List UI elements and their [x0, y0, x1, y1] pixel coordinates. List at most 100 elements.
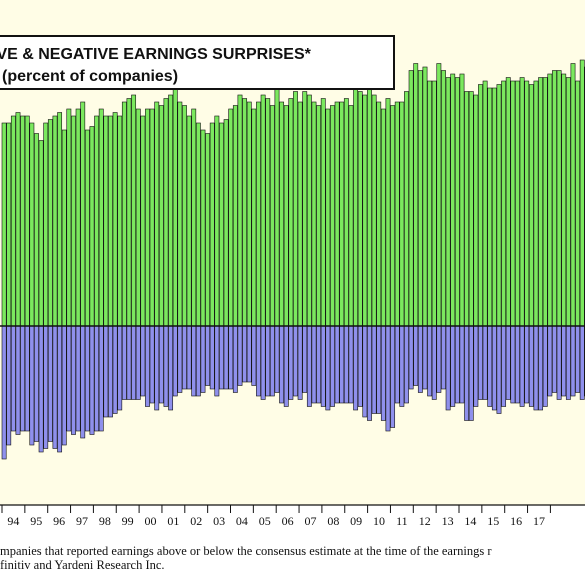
positive-bar — [140, 115, 146, 327]
x-tick-label: 11 — [396, 514, 408, 528]
positive-bar — [427, 80, 433, 327]
positive-bar — [316, 105, 322, 327]
negative-bar — [524, 325, 530, 404]
positive-bar — [302, 91, 308, 327]
positive-bar — [75, 108, 81, 327]
negative-bar — [80, 325, 86, 439]
negative-bar — [177, 325, 183, 393]
negative-bar — [283, 325, 289, 407]
positive-bar — [232, 105, 238, 327]
positive-bar — [408, 70, 414, 327]
negative-bar — [473, 325, 479, 407]
positive-bar — [575, 80, 581, 327]
positive-bar — [186, 115, 192, 327]
negative-bar — [158, 325, 164, 404]
negative-bar — [380, 325, 386, 421]
negative-bar — [47, 325, 53, 442]
negative-bar — [66, 325, 72, 432]
positive-bar — [445, 77, 451, 327]
negative-bar — [108, 325, 113, 418]
negative-bar — [450, 325, 456, 407]
x-tick-label: 15 — [487, 514, 499, 528]
negative-bar — [260, 325, 266, 400]
positive-bar — [524, 80, 530, 327]
x-tick-label: 07 — [304, 514, 316, 528]
positive-bar — [556, 70, 562, 327]
negative-bar — [417, 325, 423, 393]
negative-bar — [302, 325, 308, 393]
x-tick-label: 00 — [145, 514, 157, 528]
negative-bar — [376, 325, 382, 414]
negative-bar — [145, 325, 150, 407]
negative-bar — [367, 325, 372, 421]
positive-bar — [43, 122, 49, 327]
chart-footnote: mpanies that reported earnings above or … — [0, 544, 492, 558]
positive-bar — [320, 98, 326, 327]
negative-bar — [306, 325, 312, 407]
positive-bar — [348, 105, 354, 327]
positive-bar — [515, 80, 520, 327]
x-tick-label: 95 — [30, 514, 42, 528]
negative-bar — [357, 325, 363, 407]
chart-subtitle: (percent of companies) — [2, 68, 179, 85]
positive-bar — [260, 94, 266, 327]
negative-bar — [454, 325, 460, 404]
positive-bar — [182, 105, 187, 327]
negative-bar — [404, 325, 409, 404]
positive-bar — [52, 115, 58, 327]
negative-bar — [491, 325, 497, 411]
positive-bar — [29, 122, 35, 327]
negative-bar — [209, 325, 215, 390]
positive-bar — [149, 108, 155, 327]
positive-bar — [214, 115, 220, 327]
positive-bar — [394, 101, 400, 327]
positive-bar — [362, 94, 368, 327]
negative-bar — [10, 325, 16, 432]
positive-bar — [487, 87, 493, 327]
positive-bar — [478, 84, 483, 327]
positive-bar — [431, 80, 437, 327]
positive-bar — [47, 119, 53, 327]
positive-bar — [468, 91, 474, 327]
negative-bar — [325, 325, 331, 411]
positive-bar — [306, 94, 312, 327]
x-axis-ticks — [1, 505, 551, 513]
positive-bar — [450, 73, 456, 327]
x-axis-labels: 94 95 96 97 98 99 00 01 02 03 04 05 06 07 08 09 10 11 12 13… — [7, 514, 545, 528]
negative-bar — [274, 325, 280, 393]
negative-bar — [75, 325, 81, 432]
negative-bar — [297, 325, 303, 400]
negative-bar — [112, 325, 118, 414]
negative-bar — [579, 325, 585, 400]
negative-bar — [464, 325, 470, 421]
negative-bar — [390, 325, 396, 428]
positive-bar — [195, 122, 201, 327]
negative-bar — [533, 325, 539, 411]
negative-bar — [126, 325, 132, 400]
positive-bar — [158, 105, 164, 327]
negative-bar — [515, 325, 520, 404]
positive-bar — [265, 98, 271, 327]
chart-title: IVE & NEGATIVE EARNINGS SURPRISES* — [0, 46, 311, 63]
positive-bar — [579, 59, 585, 327]
x-tick-label: 09 — [350, 514, 362, 528]
x-tick-label: 06 — [282, 514, 294, 528]
x-tick-label: 13 — [442, 514, 454, 528]
x-tick-label: 01 — [167, 514, 179, 528]
negative-bar — [140, 325, 146, 397]
positive-bar — [399, 101, 405, 327]
x-tick-label: 02 — [190, 514, 202, 528]
positive-bar — [385, 98, 391, 327]
negative-bar — [228, 325, 234, 390]
negative-bar — [269, 325, 275, 397]
positive-bar — [172, 87, 178, 327]
positive-bar — [510, 80, 516, 327]
positive-bar — [436, 63, 442, 327]
negative-bar — [293, 325, 298, 397]
chart-title-box: IVE & NEGATIVE EARNINGS SURPRISES* (perc… — [0, 35, 395, 90]
negative-bar — [34, 325, 39, 442]
positive-bar — [205, 133, 211, 327]
positive-bar — [422, 66, 428, 327]
positive-bar — [126, 98, 132, 327]
positive-bar — [491, 87, 497, 327]
